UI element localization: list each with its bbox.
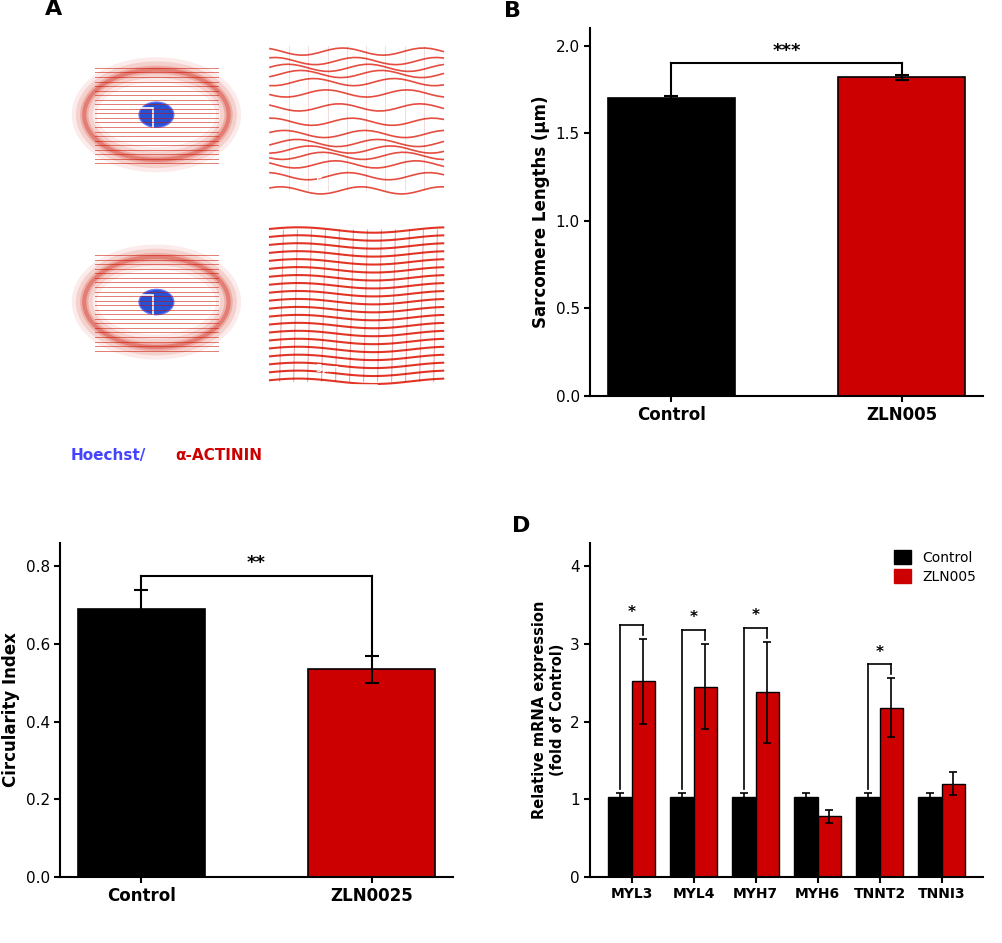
Text: *: * [750,608,759,623]
Bar [78,609,204,877]
Text: 20μm: 20μm [112,177,142,187]
Bar [941,784,964,877]
Bar [607,797,631,877]
Text: *: * [689,610,697,625]
Text: Control: Control [66,42,117,56]
Ellipse shape [139,102,173,127]
Bar [917,797,941,877]
Text: *: * [627,604,635,620]
Y-axis label: Sarcomere Lengths (μm): Sarcomere Lengths (μm) [532,96,550,328]
Text: ZLN005: ZLN005 [66,230,119,243]
Bar [308,670,435,877]
Y-axis label: Relative mRNA expression
(fold of Control): Relative mRNA expression (fold of Contro… [532,601,564,819]
Text: D: D [511,517,530,537]
Text: Hoechst/: Hoechst/ [70,448,145,463]
Bar [817,817,841,877]
Ellipse shape [139,290,173,315]
Legend: Control, ZLN005: Control, ZLN005 [894,550,975,584]
Bar [607,98,734,396]
Text: 5μm: 5μm [316,364,340,374]
Bar [755,692,779,877]
Bar [731,797,755,877]
Bar [631,681,654,877]
Bar [693,687,716,877]
Text: 5μm: 5μm [316,177,340,187]
Text: B: B [503,1,520,21]
Text: *: * [875,644,883,659]
Bar [855,797,879,877]
Y-axis label: Circularity Index: Circularity Index [2,633,20,787]
Text: α-ACTININ: α-ACTININ [175,448,263,463]
Bar [669,797,693,877]
Bar [879,707,902,877]
Bar [838,77,964,396]
Bar [114,108,152,133]
Text: 20μm: 20μm [112,364,142,374]
Bar [794,797,817,877]
Text: **: ** [246,554,266,572]
Text: ***: *** [772,41,800,59]
Text: A: A [45,0,62,19]
Bar [114,295,152,320]
